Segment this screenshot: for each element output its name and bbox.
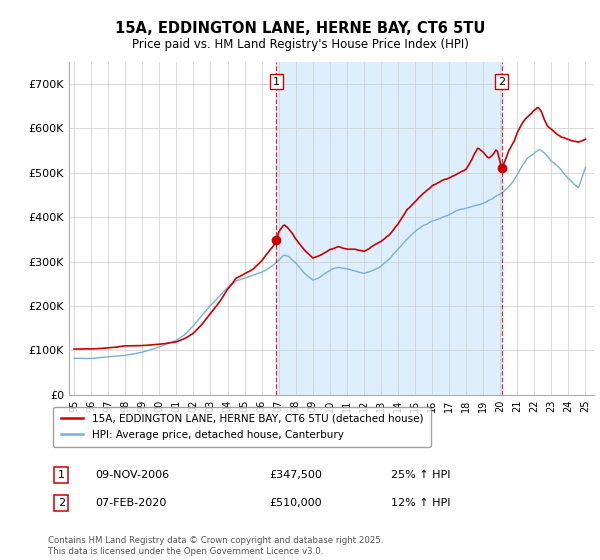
Bar bbox=[276, 62, 502, 395]
Text: 07-FEB-2020: 07-FEB-2020 bbox=[95, 498, 167, 508]
Text: 2: 2 bbox=[58, 498, 65, 508]
Text: 15A, EDDINGTON LANE, HERNE BAY, CT6 5TU: 15A, EDDINGTON LANE, HERNE BAY, CT6 5TU bbox=[115, 21, 485, 36]
Text: Price paid vs. HM Land Registry's House Price Index (HPI): Price paid vs. HM Land Registry's House … bbox=[131, 38, 469, 51]
Legend: 15A, EDDINGTON LANE, HERNE BAY, CT6 5TU (detached house), HPI: Average price, de: 15A, EDDINGTON LANE, HERNE BAY, CT6 5TU … bbox=[53, 407, 431, 447]
Text: 1: 1 bbox=[58, 470, 65, 480]
Text: 09-NOV-2006: 09-NOV-2006 bbox=[95, 470, 170, 480]
Text: Contains HM Land Registry data © Crown copyright and database right 2025.
This d: Contains HM Land Registry data © Crown c… bbox=[48, 536, 383, 556]
Text: £510,000: £510,000 bbox=[270, 498, 322, 508]
Text: £347,500: £347,500 bbox=[270, 470, 323, 480]
Text: 25% ↑ HPI: 25% ↑ HPI bbox=[391, 470, 451, 480]
Text: 12% ↑ HPI: 12% ↑ HPI bbox=[391, 498, 451, 508]
Text: 2: 2 bbox=[498, 77, 505, 87]
Text: 1: 1 bbox=[273, 77, 280, 87]
